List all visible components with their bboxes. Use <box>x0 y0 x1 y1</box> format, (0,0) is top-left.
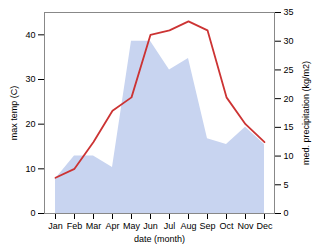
svg-text:40: 40 <box>25 30 35 40</box>
svg-text:Sep: Sep <box>199 221 215 231</box>
svg-text:Dec: Dec <box>256 221 273 231</box>
svg-text:10: 10 <box>284 151 294 161</box>
svg-text:Jun: Jun <box>143 221 158 231</box>
svg-text:Mar: Mar <box>86 221 102 231</box>
svg-text:20: 20 <box>284 94 294 104</box>
svg-text:30: 30 <box>284 36 294 46</box>
svg-text:15: 15 <box>284 122 294 132</box>
svg-text:30: 30 <box>25 74 35 84</box>
svg-text:5: 5 <box>284 180 289 190</box>
svg-text:10: 10 <box>25 164 35 174</box>
svg-text:0: 0 <box>284 208 289 218</box>
svg-text:date (month): date (month) <box>134 234 185 244</box>
svg-text:May: May <box>123 221 141 231</box>
svg-text:Apr: Apr <box>105 221 119 231</box>
svg-text:Jul: Jul <box>164 221 176 231</box>
svg-text:Aug: Aug <box>180 221 196 231</box>
svg-text:25: 25 <box>284 65 294 75</box>
svg-text:max temp (C): max temp (C) <box>9 86 19 141</box>
svg-text:Nov: Nov <box>237 221 254 231</box>
svg-text:0: 0 <box>30 208 35 218</box>
svg-text:35: 35 <box>284 7 294 17</box>
svg-text:Jan: Jan <box>48 221 63 231</box>
svg-text:med. precipitation (kg/m2): med. precipitation (kg/m2) <box>301 61 311 165</box>
svg-text:Feb: Feb <box>67 221 83 231</box>
svg-text:Oct: Oct <box>219 221 234 231</box>
svg-text:20: 20 <box>25 119 35 129</box>
